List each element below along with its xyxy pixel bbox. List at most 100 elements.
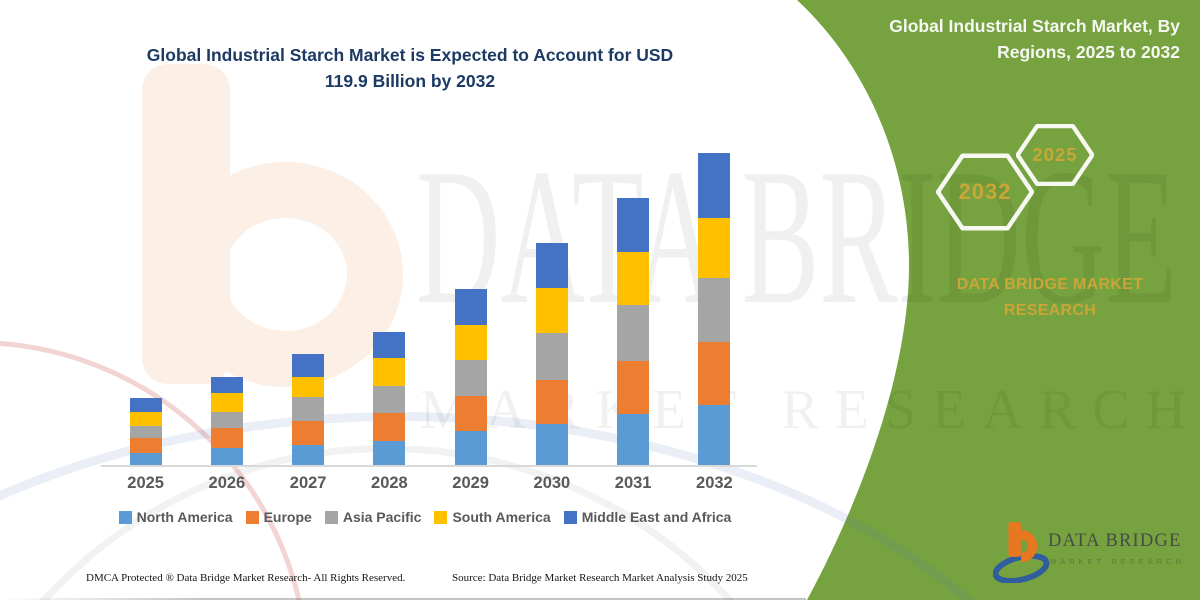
bar-segment-2028-south-america xyxy=(373,358,406,387)
green-panel-shape xyxy=(797,0,1200,600)
bar-segment-2031-middle-east-and-africa xyxy=(617,198,650,253)
x-axis-line xyxy=(101,465,757,467)
bar-segment-2027-middle-east-and-africa xyxy=(292,354,325,378)
bar-column-2027 xyxy=(268,140,349,466)
bar-segment-2025-asia-pacific xyxy=(129,426,162,439)
bar-column-2032 xyxy=(674,140,755,466)
legend-label-north-america: North America xyxy=(136,509,233,525)
bar-segment-2030-europe xyxy=(535,379,568,424)
bar-segment-2031-asia-pacific xyxy=(617,305,650,362)
stacked-bar-2026 xyxy=(210,377,243,466)
x-axis-label-2029: 2029 xyxy=(452,474,489,492)
bar-segment-2032-south-america xyxy=(698,218,731,279)
legend-label-europe: Europe xyxy=(263,509,312,525)
bar-segment-2026-north-america xyxy=(210,447,243,466)
panel-brand-line1: DATA BRIDGE MARKET xyxy=(956,276,1144,293)
x-axis-label-2030: 2030 xyxy=(533,474,571,492)
bar-segment-2031-south-america xyxy=(617,252,650,306)
bar-segment-2031-europe xyxy=(617,361,650,415)
bar-segment-2029-middle-east-and-africa xyxy=(454,289,487,325)
bar-segment-2028-middle-east-and-africa xyxy=(373,332,406,359)
legend-label-middle-east-and-africa: Middle East and Africa xyxy=(581,509,732,525)
bar-segment-2025-middle-east-and-africa xyxy=(129,397,162,412)
data-bridge-logo-subtitle: MARKET RESEARCH xyxy=(1050,557,1185,566)
bar-segment-2032-asia-pacific xyxy=(698,278,731,343)
bars-area xyxy=(105,140,755,466)
bar-segment-2026-asia-pacific xyxy=(210,412,243,429)
stacked-bar-2025 xyxy=(129,397,162,466)
data-bridge-logo-name: DATA BRIDGE xyxy=(1048,531,1182,551)
footer-dmca-text: DMCA Protected ® Data Bridge Market Rese… xyxy=(86,572,406,584)
x-axis-label-2028: 2028 xyxy=(371,474,408,492)
x-axis-label-2026: 2026 xyxy=(208,474,246,492)
bar-column-2026 xyxy=(186,140,267,466)
stacked-bar-2027 xyxy=(292,354,325,466)
legend-swatch-middle-east-and-africa xyxy=(563,510,577,524)
bar-column-2025 xyxy=(105,140,186,466)
legend-swatch-europe xyxy=(245,510,259,524)
bar-segment-2025-south-america xyxy=(129,411,162,427)
data-bridge-logo-icon xyxy=(993,522,1050,583)
legend-label-south-america: South America xyxy=(452,509,551,525)
bar-segment-2029-asia-pacific xyxy=(454,360,487,396)
hexagon-outline-icon xyxy=(1016,123,1094,187)
bar-segment-2029-north-america xyxy=(454,431,487,466)
bar-segment-2027-asia-pacific xyxy=(292,397,325,422)
hexagon-outline-icon xyxy=(936,153,1034,231)
legend-swatch-south-america xyxy=(434,510,448,524)
bar-segment-2025-europe xyxy=(129,438,162,453)
legend-item-south-america: South America xyxy=(434,509,551,525)
stacked-bar-2031 xyxy=(617,198,650,466)
legend-swatch-north-america xyxy=(118,510,132,524)
x-axis-label-2032: 2032 xyxy=(696,474,733,492)
panel-header-line1: Global Industrial Starch Market, By xyxy=(889,16,1180,36)
stacked-bar-chart xyxy=(101,140,757,467)
bar-segment-2026-south-america xyxy=(210,393,243,413)
bar-segment-2031-north-america xyxy=(617,414,650,466)
bar-segment-2030-middle-east-and-africa xyxy=(535,243,568,289)
legend-item-north-america: North America xyxy=(118,509,233,525)
bar-segment-2027-south-america xyxy=(292,377,325,398)
bar-column-2030 xyxy=(511,140,592,466)
x-axis-label-2031: 2031 xyxy=(614,474,652,492)
hexagon-2025-year: 2025 xyxy=(1032,144,1078,165)
bar-segment-2030-south-america xyxy=(535,288,568,333)
bar-segment-2025-north-america xyxy=(129,452,162,466)
legend-item-middle-east-and-africa: Middle East and Africa xyxy=(563,509,732,525)
bar-segment-2032-north-america xyxy=(698,404,731,466)
panel-brand-text: DATA BRIDGE MARKET RESEARCH xyxy=(928,272,1172,323)
panel-header: Global Industrial Starch Market, By Regi… xyxy=(840,13,1180,66)
bar-segment-2027-europe xyxy=(292,421,325,446)
bar-segment-2026-europe xyxy=(210,428,243,448)
stacked-bar-2030 xyxy=(535,243,568,466)
stacked-bar-2029 xyxy=(454,289,487,466)
bar-column-2028 xyxy=(349,140,430,466)
legend-item-asia-pacific: Asia Pacific xyxy=(324,509,422,525)
panel-header-line2: Regions, 2025 to 2032 xyxy=(997,42,1180,63)
bar-column-2029 xyxy=(430,140,511,466)
bar-segment-2026-middle-east-and-africa xyxy=(210,377,243,394)
bar-segment-2028-asia-pacific xyxy=(373,386,406,414)
chart-title: Global Industrial Starch Market is Expec… xyxy=(100,42,720,95)
bar-segment-2028-north-america xyxy=(373,440,406,466)
chart-legend: North America Europe Asia Pacific South Ame… xyxy=(90,509,760,525)
hexagon-2025: 2025 xyxy=(1016,123,1094,187)
legend-swatch-asia-pacific xyxy=(324,510,338,524)
bar-segment-2029-south-america xyxy=(454,325,487,360)
bar-segment-2030-asia-pacific xyxy=(535,332,568,380)
chart-title-line1: Global Industrial Starch Market is Expec… xyxy=(146,45,674,65)
legend-label-asia-pacific: Asia Pacific xyxy=(342,509,422,525)
bottom-divider-line xyxy=(0,598,806,600)
x-axis-labels: 2025 2026 2027 2028 2029 2030 2031 2032 xyxy=(105,474,755,493)
hexagon-2032: 2032 xyxy=(936,152,1034,232)
panel-brand-line2: RESEARCH xyxy=(1003,301,1097,319)
stacked-bar-2028 xyxy=(373,332,406,466)
footer-source-text: Source: Data Bridge Market Research Mark… xyxy=(452,572,748,584)
chart-title-line2: 119.9 Billion by 2032 xyxy=(324,71,496,92)
bar-segment-2028-europe xyxy=(373,413,406,441)
x-axis-label-2027: 2027 xyxy=(289,474,327,492)
x-axis-label-2025: 2025 xyxy=(127,474,164,492)
bar-segment-2030-north-america xyxy=(535,424,568,466)
